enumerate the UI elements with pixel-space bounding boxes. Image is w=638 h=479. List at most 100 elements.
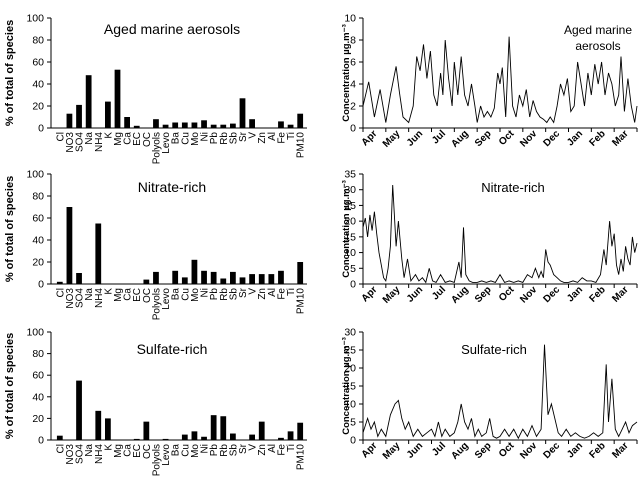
bar-fe [278, 270, 284, 284]
x-tick-label: Jul [430, 440, 448, 458]
chart-panel-1: 0 20 40 60 80 100 % of total of species Aged ma… [4, 13, 307, 164]
x-tick-label: Mar [610, 440, 630, 460]
x-tick-label: Mg [113, 288, 124, 302]
x-tick-label: Ba [171, 444, 182, 457]
y-axis-label: % of total of species [4, 176, 16, 282]
chart-panel-5: 0 20 40 60 80 100 % of total of species Sulfate… [4, 327, 307, 476]
y-tick-label: 4 [350, 79, 356, 91]
bar-ni [201, 120, 207, 128]
y-axis-label: Concentration µg.m⁻³ [341, 180, 352, 278]
bar-ti [287, 431, 294, 440]
x-tick-label: Sb [228, 444, 239, 457]
bar-mo [191, 122, 198, 128]
x-tick-label: Sr [238, 287, 249, 298]
y-tick-label: 20 [344, 216, 356, 228]
bar-rb [220, 124, 227, 128]
y-axis-label: % of total of species [4, 333, 16, 439]
x-tick-label: Mg [113, 444, 124, 458]
x-tick-label: Cl [55, 132, 66, 141]
x-tick-label: Ti [286, 288, 297, 296]
x-tick-label: Al [267, 288, 278, 297]
x-tick-label: Levo [161, 444, 172, 466]
x-tick-label: Sep [473, 440, 494, 461]
y-axis-label: % of total of species [4, 20, 16, 126]
x-tick-label: NO3 [65, 132, 76, 153]
series-line [362, 184, 638, 284]
y-axis-label: Concentration µg.m⁻³ [341, 24, 352, 122]
y-tick-label: 8 [350, 35, 356, 47]
bar-polyols [153, 271, 159, 284]
y-axis-label: Concentration µg.m⁻³ [341, 337, 352, 435]
chart-title: Aged marine aerosols [104, 21, 240, 37]
x-tick-label: Sr [238, 131, 249, 142]
bar-so4 [76, 104, 82, 128]
bar-cu [181, 434, 188, 440]
series-line [362, 344, 638, 440]
x-tick-label: SO4 [75, 444, 86, 464]
y-tick-label: 6 [350, 57, 356, 69]
bar-ec [133, 438, 140, 440]
x-tick-label: Na [84, 288, 95, 301]
x-tick-label: Rb [219, 288, 230, 301]
x-tick-label: Levo [161, 132, 172, 154]
x-tick-label: Polyols [151, 444, 162, 476]
x-tick-label: Zn [257, 132, 268, 144]
bar-sb [230, 123, 236, 128]
x-tick-label: V [248, 444, 259, 451]
y-tick-label: 2 [350, 101, 356, 113]
x-tick-label: Al [267, 444, 278, 453]
bar-v [249, 274, 255, 284]
x-tick-label: K [103, 288, 114, 295]
chart-title: Sulfate-rich [137, 341, 208, 357]
bar-na [85, 75, 92, 128]
bar-al [268, 274, 275, 284]
x-tick-label: Dec [541, 284, 562, 305]
x-tick-label: Cu [180, 132, 191, 145]
x-tick-label: Aug [449, 440, 471, 462]
series-line [362, 36, 638, 124]
x-tick-label: Ca [123, 444, 134, 457]
x-tick-label: Ni [200, 132, 211, 141]
y-tick-label: 30 [344, 327, 356, 339]
bar-rb [220, 416, 227, 440]
bar-polyols [153, 119, 159, 128]
y-tick-label: 40 [32, 391, 44, 403]
bar-so4 [76, 273, 82, 284]
chart-panel-3: 0 20 40 60 80 100 % of total of species Nitrate… [4, 169, 307, 320]
bar-pm10 [297, 262, 304, 284]
x-tick-label: EC [132, 132, 143, 146]
x-tick-label: Fe [276, 288, 287, 300]
x-tick-label: Nov [518, 128, 539, 149]
bar-levo [162, 438, 169, 440]
bar-ni [201, 270, 207, 284]
bar-no3 [66, 207, 73, 284]
x-tick-label: PM10 [296, 444, 307, 471]
x-tick-label: Cu [180, 288, 191, 301]
x-tick-label: OC [142, 288, 153, 303]
bar-pm10 [297, 113, 304, 128]
x-tick-label: Sep [473, 128, 494, 149]
x-tick-label: SO4 [75, 288, 86, 308]
y-tick-label: 40 [32, 235, 44, 247]
x-tick-label: Ti [286, 444, 297, 452]
x-tick-label: K [103, 444, 114, 451]
x-tick-label: Mar [610, 284, 630, 304]
x-tick-label: Cl [55, 288, 66, 297]
y-tick-label: 60 [32, 370, 44, 382]
bar-levo [162, 124, 169, 128]
x-tick-label: Ca [123, 288, 134, 301]
y-tick-label: 10 [344, 399, 356, 411]
chart-title: Nitrate-rich [138, 179, 206, 195]
x-tick-label: Zn [257, 444, 268, 456]
x-tick-label: Cu [180, 444, 191, 457]
x-tick-label: NO3 [65, 288, 76, 309]
bar-cl [56, 435, 63, 440]
x-tick-label: Jul [430, 128, 448, 146]
x-tick-label: Ni [200, 444, 211, 453]
y-tick-label: 100 [26, 169, 44, 181]
bar-rb [220, 278, 227, 284]
x-tick-label: May [381, 128, 403, 150]
x-tick-label: Fe [276, 132, 287, 144]
x-tick-label: K [103, 132, 114, 139]
